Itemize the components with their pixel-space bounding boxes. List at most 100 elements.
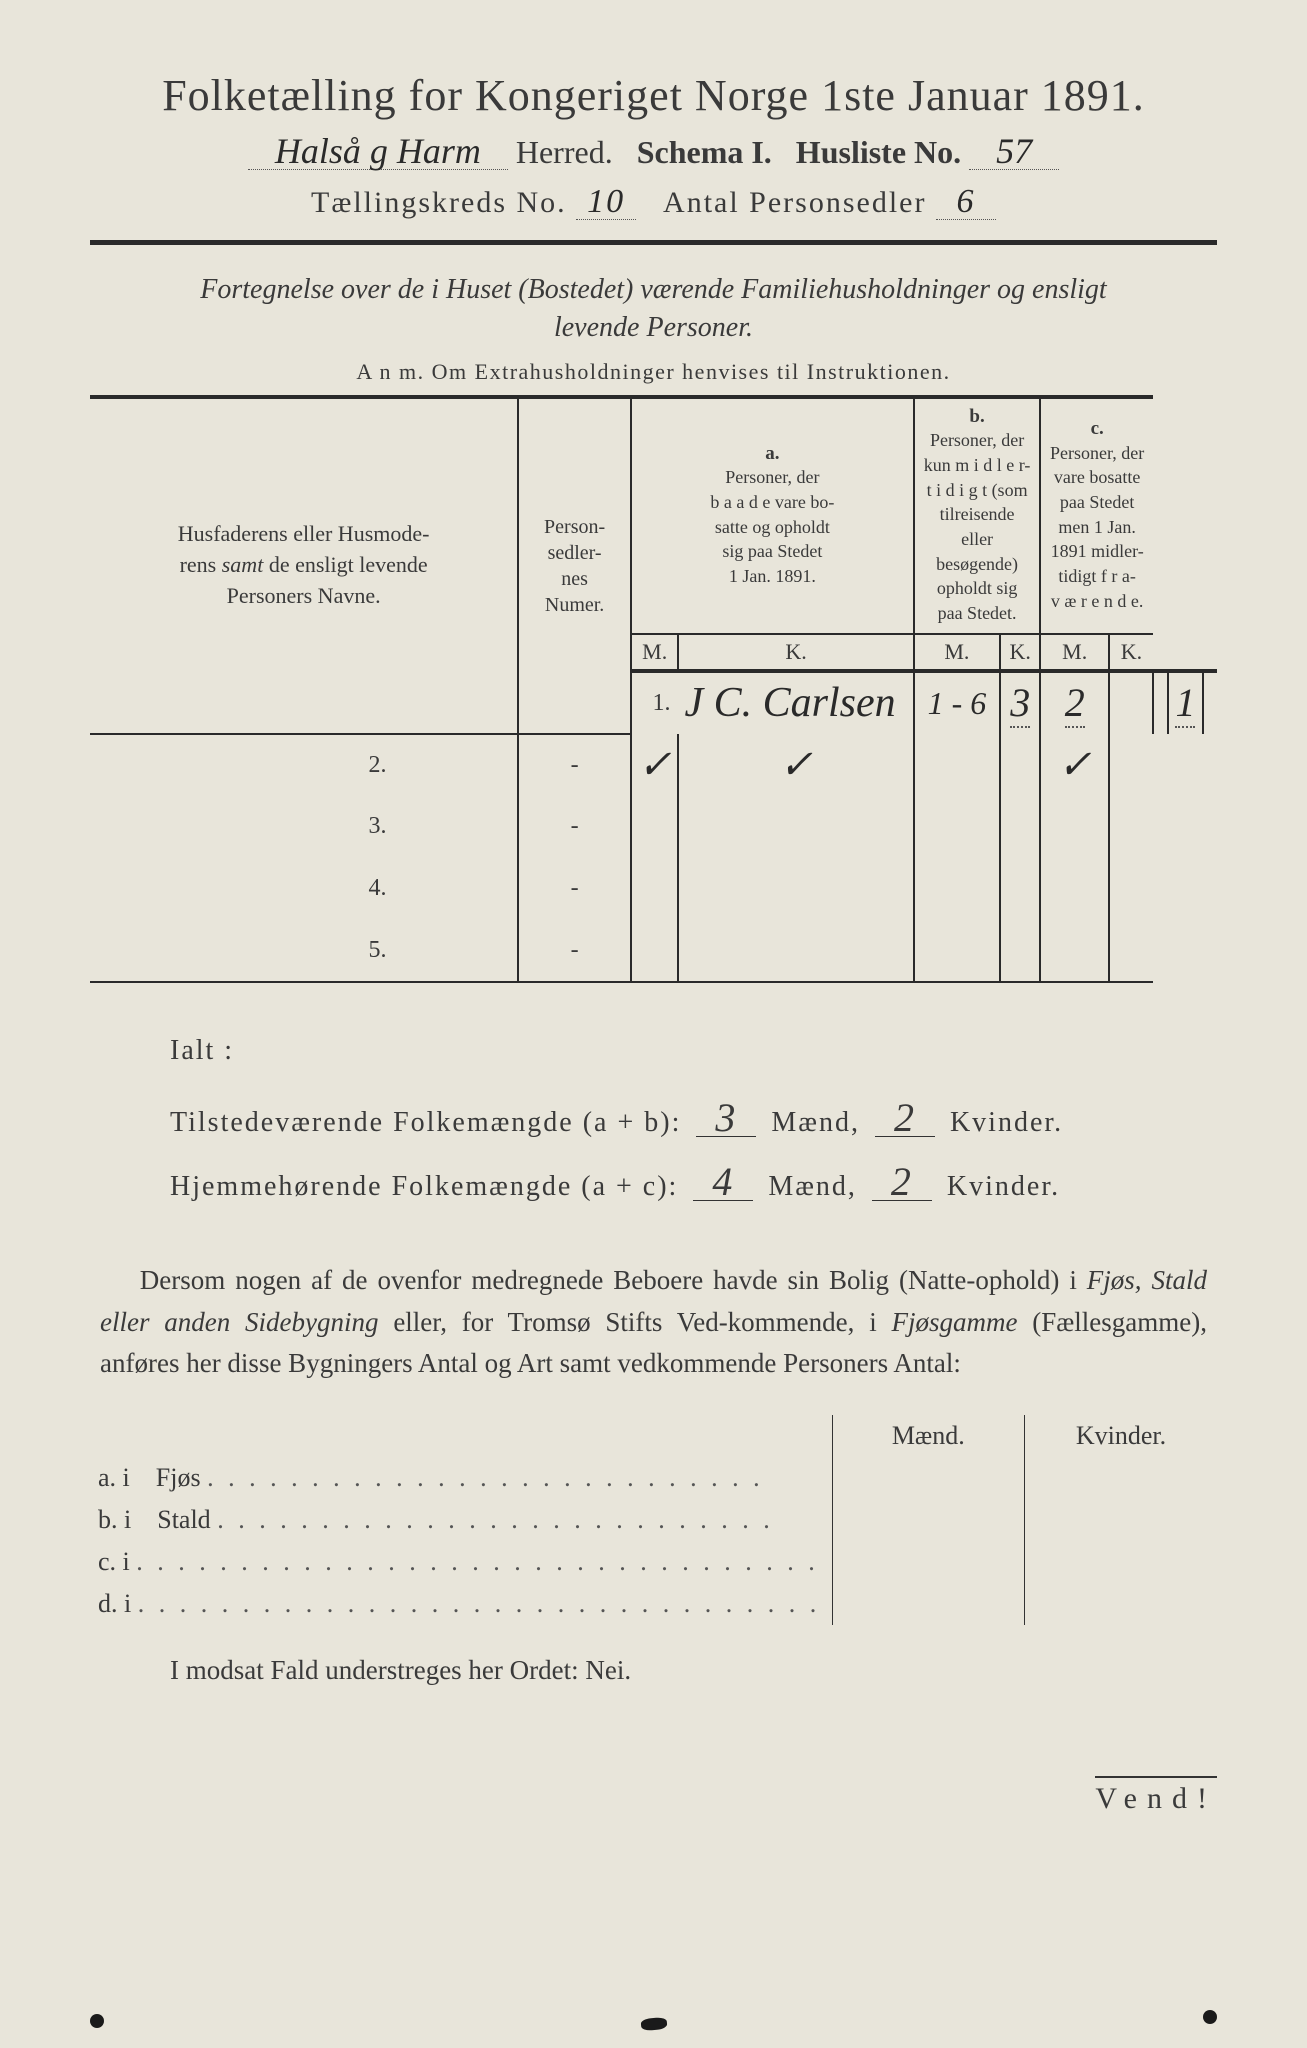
herred-line: Halså g Harm Herred. Schema I. Husliste … [90,133,1217,171]
bottom-m-cell [832,1499,1024,1541]
husliste-label: Husliste No. [796,134,961,170]
modsat-line: I modsat Fald understreges her Ordet: Ne… [170,1655,1217,1686]
name-cell [395,796,519,858]
bottom-row-label: b. i Stald . . . . . . . . . . . . . . .… [90,1499,832,1541]
tilstede-m-hand: 3 [696,1100,756,1137]
bottom-m-cell [832,1457,1024,1499]
c-k-cell [1109,734,1153,796]
bottom-row: b. i Stald . . . . . . . . . . . . . . .… [90,1499,1217,1541]
numer-cell: - [518,920,631,982]
bottom-row: d. i . . . . . . . . . . . . . . . . . .… [90,1583,1217,1625]
schema-label: Schema I. [637,134,772,170]
bottom-table: Mænd. Kvinder. a. i Fjøs . . . . . . . .… [90,1415,1217,1625]
a-m-cell: 3 [1000,671,1040,734]
herred-label: Herred. [516,134,613,170]
col-b-m: M. [914,634,1000,671]
row-number: 5. [90,920,395,982]
bottom-row-label: c. i . . . . . . . . . . . . . . . . . .… [90,1541,832,1583]
col-a-header: a. Personer, derb a a d e vare bo-satte … [631,397,914,634]
a-m-cell: ✓ [631,734,679,796]
name-cell [395,858,519,920]
kreds-line: Tællingskreds No. 10 Antal Personsedler … [90,185,1217,220]
bottom-m-cell [832,1583,1024,1625]
b-m-cell [914,858,1000,920]
tilstede-k-hand: 2 [875,1100,935,1137]
a-k-cell [678,858,913,920]
col-c-m: M. [1040,634,1109,671]
bottom-k-cell [1025,1499,1217,1541]
page-title: Folketælling for Kongeriget Norge 1ste J… [90,70,1217,121]
paragraph-text: Dersom nogen af de ovenfor medregnede Be… [100,1260,1207,1386]
row-number: 1. [631,671,679,734]
a-k-cell: ✓ [678,734,913,796]
maend-label: Mænd, [768,1171,857,1202]
name-cell: J C. Carlsen [678,671,913,734]
b-k-cell [1000,858,1040,920]
hjemme-m-hand: 4 [693,1164,753,1201]
a-m-cell [631,796,679,858]
a-k-cell: 2 [1040,671,1109,734]
row-number: 4. [90,858,395,920]
husliste-no-handwritten: 57 [969,133,1059,170]
numer-cell: - [518,796,631,858]
col-numer-header: Person-sedler-nesNumer. [518,397,631,734]
c-k-cell [1109,920,1153,982]
col-b-header: b. Personer, derkun m i d l e r-t i d i … [914,397,1041,634]
tilstede-label: Tilstedeværende Folkemængde (a + b): [170,1107,681,1138]
bottom-row-label: d. i . . . . . . . . . . . . . . . . . .… [90,1583,832,1625]
kvinder-label: Kvinder. [947,1171,1060,1202]
col-a-m: M. [631,634,679,671]
a-k-cell [678,796,913,858]
anm-note: A n m. Om Extrahusholdninger henvises ti… [90,359,1217,385]
b-m-cell [1109,671,1153,734]
subtitle-line1: Fortegnelse over de i Huset (Bostedet) v… [200,274,1106,305]
subtitle-line2: levende Personer. [554,312,753,343]
col-names-header: Husfaderens eller Husmode-rens samt de e… [90,397,518,734]
row-number: 3. [90,796,395,858]
numer-cell: - [518,858,631,920]
bottom-k-cell [1025,1541,1217,1583]
a-m-cell [631,858,679,920]
b-k-cell [1153,671,1168,734]
b-m-cell [914,920,1000,982]
numer-cell: 1 - 6 [914,671,1000,734]
table-row: 4. - [90,858,1217,920]
b-k-cell [1000,734,1040,796]
hjemme-label: Hjemmehørende Folkemængde (a + c): [170,1171,678,1202]
c-m-cell [1040,858,1109,920]
c-k-cell [1109,796,1153,858]
ialt-section: Ialt : Tilstedeværende Folkemængde (a + … [170,1023,1217,1215]
tilstede-row: Tilstedeværende Folkemængde (a + b): 3 M… [170,1095,1217,1151]
census-form-page: Folketælling for Kongeriget Norge 1ste J… [90,70,1217,1988]
a-m-cell [631,920,679,982]
c-m-cell [1040,796,1109,858]
c-m-cell [1040,920,1109,982]
b-k-cell [1000,796,1040,858]
vend-label: Vend! [1095,1776,1217,1816]
numer-cell: - [518,734,631,796]
bottom-maend-header: Mænd. [832,1415,1024,1457]
divider-rule [90,240,1217,245]
table-row: 5. - [90,920,1217,982]
b-m-cell [914,796,1000,858]
punch-hole-icon [1203,2010,1217,2024]
antal-handwritten: 6 [936,185,996,220]
hjemme-k-hand: 2 [872,1164,932,1201]
b-k-cell [1000,920,1040,982]
col-c-header: c. Personer, dervare bosattepaa Stedetme… [1040,397,1153,634]
antal-label: Antal Personsedler [663,186,926,219]
main-table: Husfaderens eller Husmode-rens samt de e… [90,395,1217,983]
bottom-k-cell [1025,1583,1217,1625]
row-number: 2. [90,734,395,796]
name-handwritten: J C. Carlsen [684,680,895,726]
ialt-label: Ialt : [170,1023,234,1079]
table-header-row-1: Husfaderens eller Husmode-rens samt de e… [90,397,1217,634]
punch-hole-icon [90,2014,104,2028]
herred-name-handwritten: Halså g Harm [248,133,508,170]
name-cell [395,920,519,982]
hjemme-row: Hjemmehørende Folkemængde (a + c): 4 Mæn… [170,1159,1217,1215]
maend-label: Mænd, [771,1107,860,1138]
bottom-header-row: Mænd. Kvinder. [90,1415,1217,1457]
subtitle: Fortegnelse over de i Huset (Bostedet) v… [90,271,1217,347]
c-m-cell: 1 [1168,671,1204,734]
